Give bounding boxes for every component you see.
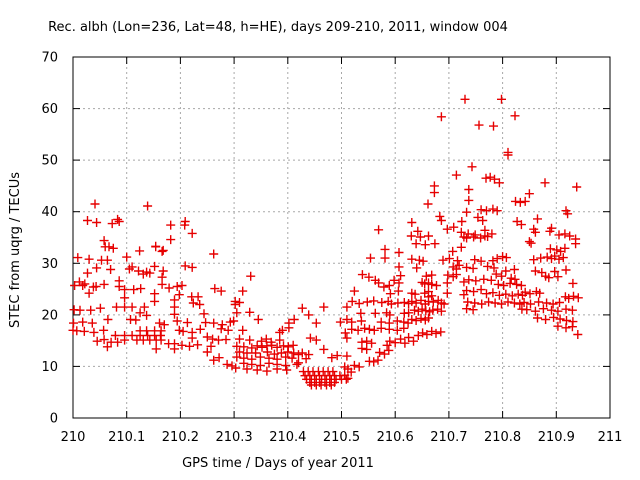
y-tick-label: 20: [41, 308, 58, 323]
x-tick-label: 210.3: [215, 430, 252, 445]
x-axis-label: GPS time / Days of year 2011: [182, 456, 374, 471]
x-tick-label: 211: [598, 430, 623, 445]
grid-lines: [73, 57, 610, 418]
x-tick-label: 210.5: [323, 430, 360, 445]
x-tick-label: 210.9: [538, 430, 575, 445]
y-tick-label: 30: [41, 257, 58, 272]
x-tick-label: 210.2: [162, 430, 199, 445]
x-tick-label: 210.8: [484, 430, 521, 445]
y-tick-label: 70: [41, 51, 58, 66]
x-tick-label: 210.1: [108, 430, 145, 445]
y-tick-label: 60: [41, 102, 58, 117]
data-points: [68, 94, 583, 390]
y-tick-label: 0: [50, 412, 58, 427]
x-tick-label: 210: [61, 430, 86, 445]
y-axis-label: STEC from uqrg / TECUs: [8, 172, 23, 328]
x-tick-label: 210.6: [377, 430, 414, 445]
tick-labels: 210 210.1 210.2 210.3 210.4 210.5 210.6 210.7 21…: [41, 51, 622, 446]
axis-ticks: [72, 56, 611, 419]
y-tick-label: 10: [41, 360, 58, 375]
x-tick-label: 210.7: [430, 430, 467, 445]
y-tick-label: 50: [41, 154, 58, 169]
y-tick-label: 40: [41, 205, 58, 220]
chart-title: Rec. albh (Lon=236, Lat=48, h=HE), days …: [48, 20, 508, 35]
x-tick-label: 210.4: [269, 430, 306, 445]
